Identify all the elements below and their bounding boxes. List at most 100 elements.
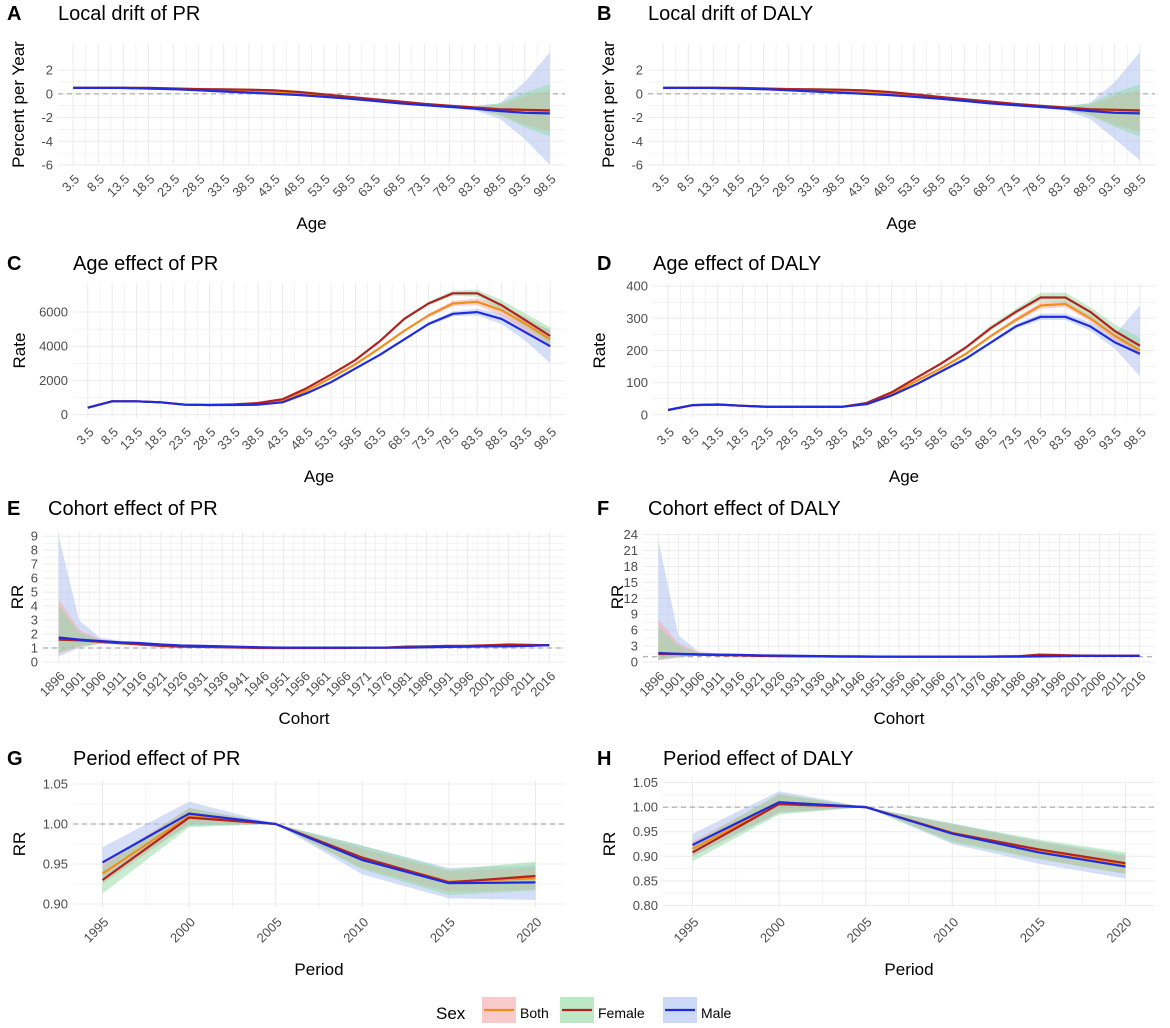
x-axis-label: Age — [886, 214, 916, 233]
x-tick-label: 53.5 — [895, 171, 924, 200]
y-axis-label: Percent per Year — [9, 41, 28, 168]
x-tick-label: 43.5 — [847, 424, 876, 453]
panel-letter: B — [597, 3, 611, 25]
x-tick-label: 43.5 — [254, 171, 283, 200]
y-tick-label: 5 — [31, 585, 38, 600]
x-tick-label: 83.5 — [458, 424, 487, 453]
x-tick-label: 53.5 — [312, 424, 341, 453]
y-tick-label: 2 — [46, 63, 53, 78]
x-axis-label: Cohort — [278, 709, 329, 728]
x-tick-label: 2020 — [1103, 914, 1134, 945]
panel-title: Cohort effect of DALY — [648, 498, 841, 520]
x-tick-label: 2010 — [340, 914, 371, 945]
y-tick-label: 7 — [31, 557, 38, 572]
x-tick-label: 78.5 — [1021, 424, 1050, 453]
panel-H: 0.80 0.85 0.90 0.95 1.00 1.05 1995 2000 2005 2010… — [597, 748, 1155, 979]
x-tick-label: 98.5 — [1120, 424, 1149, 453]
series-line-male — [663, 86, 1140, 115]
legend-item-both: Both — [482, 997, 549, 1023]
ci-band-female — [87, 289, 551, 409]
x-tick-label: 38.5 — [229, 171, 258, 200]
panel-letter: F — [597, 498, 609, 520]
legend-items: Both Female Male — [482, 997, 732, 1023]
y-tick-label: 0.90 — [633, 849, 658, 864]
x-tick-label: 98.5 — [531, 424, 560, 453]
x-tick-label: 88.5 — [482, 424, 511, 453]
x-tick-label: 48.5 — [287, 424, 316, 453]
y-tick-label: 1.05 — [633, 775, 658, 790]
x-tick-label: 73.5 — [409, 424, 438, 453]
x-tick-label: 2020 — [513, 914, 544, 945]
gridlines — [73, 780, 565, 908]
y-tick-label: 6 — [31, 571, 38, 586]
x-tick-label: 58.5 — [336, 424, 365, 453]
x-tick-label: 98.5 — [1120, 171, 1149, 200]
x-tick-label: 28.5 — [190, 424, 219, 453]
panel-G: 0.90 0.95 1.00 1.05 1995 2000 2005 2010 2015 2020… — [7, 748, 565, 979]
y-tick-label: 0.85 — [633, 873, 658, 888]
x-tick-label: 78.5 — [1020, 171, 1049, 200]
y-tick-label: 18 — [624, 559, 638, 574]
series-line-male — [101, 812, 536, 885]
y-tick-label: 0 — [61, 407, 68, 422]
panel-title: Cohort effect of PR — [48, 498, 218, 520]
x-tick-label: 93.5 — [1096, 424, 1125, 453]
legend-title: Sex — [436, 1004, 466, 1023]
gridlines — [648, 44, 1155, 166]
x-tick-label: 8.5 — [674, 171, 697, 194]
series-line-male — [87, 311, 551, 409]
y-tick-label: 21 — [624, 543, 638, 558]
x-tick-label: 2000 — [757, 914, 788, 945]
y-tick-label: 0 — [31, 655, 38, 670]
panel-title: Local drift of PR — [58, 3, 200, 25]
x-tick-label: 48.5 — [872, 424, 901, 453]
y-tick-label: 400 — [626, 279, 648, 294]
x-tick-label: 33.5 — [794, 171, 823, 200]
x-tick-label: 88.5 — [480, 171, 509, 200]
series-line-male — [658, 651, 1140, 658]
panel-letter: D — [597, 253, 611, 275]
x-axis-label: Age — [304, 467, 334, 486]
x-tick-label: 73.5 — [996, 424, 1025, 453]
x-tick-label: 33.5 — [798, 424, 827, 453]
x-tick-label: 43.5 — [263, 424, 292, 453]
x-tick-label: 23.5 — [748, 424, 777, 453]
y-tick-label: 8 — [31, 543, 38, 558]
x-axis-label: Age — [296, 214, 326, 233]
x-tick-label: 1995 — [670, 914, 701, 945]
x-tick-label: 63.5 — [355, 171, 384, 200]
y-tick-label: 1.00 — [43, 817, 68, 832]
y-tick-label: 1.05 — [43, 777, 68, 792]
x-tick-label: 33.5 — [214, 424, 243, 453]
y-tick-label: 6 — [631, 623, 638, 638]
ci-band-female — [102, 808, 536, 896]
y-tick-label: -4 — [41, 134, 53, 149]
y-tick-label: -2 — [631, 110, 643, 125]
x-tick-label: 73.5 — [405, 171, 434, 200]
y-tick-label: 0 — [46, 86, 53, 101]
x-axis-label: Cohort — [873, 709, 924, 728]
y-tick-label: 9 — [631, 607, 638, 622]
series-line-male — [58, 636, 550, 649]
x-tick-label: 83.5 — [1046, 424, 1075, 453]
y-tick-label: 0 — [631, 655, 638, 670]
y-axis-label: RR — [600, 832, 619, 857]
y-tick-label: 2 — [636, 63, 643, 78]
y-tick-label: 200 — [626, 343, 648, 358]
y-tick-label: 0 — [636, 86, 643, 101]
panel-F: 0369121518212418961901190619111916192119… — [597, 498, 1155, 728]
legend-item-male: Male — [663, 997, 732, 1023]
y-tick-label: 3 — [31, 613, 38, 628]
y-tick-label: 4000 — [39, 339, 68, 354]
ci-band-female — [692, 793, 1126, 874]
x-tick-label: 28.5 — [179, 171, 208, 200]
gridlines — [663, 780, 1155, 908]
legend-label: Male — [701, 1005, 732, 1021]
x-tick-label: 88.5 — [1070, 171, 1099, 200]
y-axis-label: Percent per Year — [599, 41, 618, 168]
x-tick-label: 73.5 — [995, 171, 1024, 200]
panel-D: 0 100 200 300 400 3.5 8.513.518.523.528.533.53… — [590, 253, 1155, 486]
y-tick-label: 0.90 — [43, 897, 68, 912]
